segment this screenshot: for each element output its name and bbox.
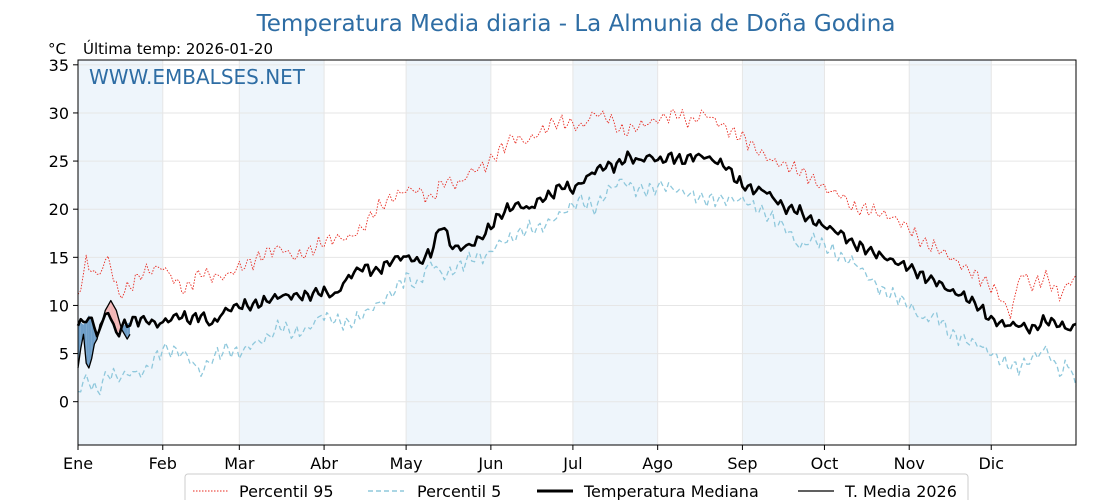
watermark: WWW.EMBALSES.NET [89, 65, 306, 89]
x-tick-label: Ago [642, 454, 673, 473]
anomaly-below [78, 319, 81, 368]
month-band [406, 60, 491, 445]
legend-label-p5: Percentil 5 [417, 482, 501, 500]
month-bands [78, 60, 992, 445]
x-ticks: Ene Feb Mar Abr May Jun Jul Ago Sep Oct Nov Dic [63, 445, 1004, 473]
legend-label-p95: Percentil 95 [239, 482, 334, 500]
x-tick-label: Feb [149, 454, 177, 473]
month-band [572, 60, 658, 445]
x-tick-label: Ene [63, 454, 93, 473]
y-ticks: 0 5 10 15 20 25 30 35 [49, 56, 78, 412]
x-tick-label: Jun [477, 454, 503, 473]
anomaly-above [116, 310, 120, 335]
x-tick-label: Mar [224, 454, 255, 473]
y-tick-label: 30 [49, 104, 69, 123]
x-tick-label: May [390, 454, 423, 473]
series-line-dashed [77, 178, 1077, 396]
series-lines [76, 109, 1077, 396]
plot-frame [77, 59, 1077, 446]
x-tick-label: Jul [562, 454, 582, 473]
month-band [909, 60, 992, 445]
legend-label-current: T. Media 2026 [844, 482, 957, 500]
x-tick-label: Abr [310, 454, 338, 473]
last-temp-label: Última temp: 2026-01-20 [83, 39, 273, 58]
y-tick-label: 25 [49, 152, 69, 171]
legend-box [184, 473, 969, 500]
x-tick-label: Nov [894, 454, 925, 473]
y-tick-label: 15 [49, 248, 69, 267]
x-tick-label: Dic [978, 454, 1004, 473]
series-line-solid [76, 150, 1077, 338]
y-tick-label: 5 [59, 345, 69, 364]
anomaly-below [91, 321, 95, 359]
x-tick-label: Oct [811, 454, 839, 473]
series-line-solid-thin [77, 299, 131, 369]
month-band [239, 60, 325, 445]
month-band [742, 60, 825, 445]
anomaly-below [86, 315, 89, 368]
x-tick-label: Sep [727, 454, 757, 473]
series-line-dotted [77, 109, 1077, 320]
y-tick-label: 0 [59, 393, 69, 412]
anomaly-below [88, 315, 92, 368]
y-tick-label: 35 [49, 56, 69, 75]
y-tick-label: 10 [49, 296, 69, 315]
y-tick-label: 20 [49, 200, 69, 219]
unit-label: °C [48, 40, 66, 58]
chart-title: Temperatura Media diaria - La Almunia de… [256, 11, 896, 37]
month-band [78, 60, 163, 445]
legend-label-median: Temperatura Mediana [583, 482, 759, 500]
legend: Percentil 95 Percentil 5 Temperatura Med… [184, 473, 969, 500]
